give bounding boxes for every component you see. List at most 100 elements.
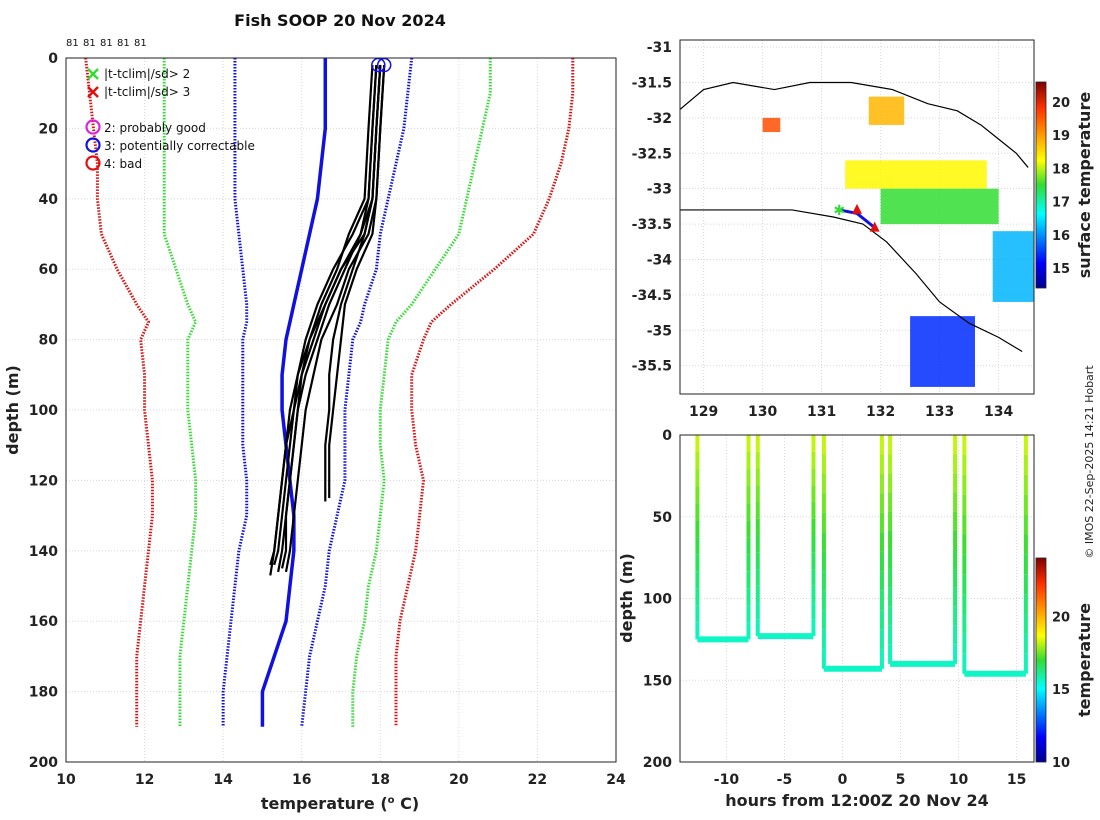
colorbar-tick-label: 17: [1052, 196, 1070, 211]
coastline: [680, 81, 1029, 353]
time-y-tick-label: 150: [643, 673, 672, 689]
legend-qc3-label: 3: potentially correctable: [104, 139, 255, 153]
y-tick-label: 160: [29, 614, 58, 630]
y-tick-label: 0: [48, 51, 58, 67]
time-x-tick-label: 5: [896, 772, 906, 788]
climatology-line: [394, 58, 575, 727]
magenta-circle-icon: [85, 119, 101, 135]
qc-flag-marker: [371, 57, 386, 73]
sst-patch: [910, 316, 975, 387]
profile-x-label: temperature (o C): [261, 794, 419, 813]
y-tick-label: 120: [29, 473, 58, 489]
map-lon-tick-label: 131: [807, 404, 836, 420]
map-lon-tick-label: 132: [866, 404, 895, 420]
colorbar-tick-label: 18: [1052, 162, 1070, 177]
observed-profile-line: [280, 64, 378, 569]
coastline-line: [680, 81, 1029, 168]
y-tick-label: 20: [39, 121, 59, 137]
temperature-colorbar-label: temperature: [1075, 603, 1094, 717]
sst-patch: [762, 117, 781, 133]
y-tick-label: 140: [29, 544, 58, 560]
x-tick-label: 16: [292, 772, 311, 788]
x-tick-label: 14: [213, 772, 233, 788]
x-tick-label: 18: [371, 772, 390, 788]
observed-profile-line: [269, 64, 382, 576]
legend-flag2-label: |t-tclim|/sd> 2: [104, 67, 190, 81]
sst-field: [762, 96, 1034, 387]
y-tick-label: 80: [39, 333, 59, 349]
y-tick-label: 200: [29, 755, 58, 771]
sst-patch: [992, 231, 1034, 302]
climatology-line: [260, 58, 328, 727]
count-label: 81: [100, 38, 113, 49]
observed-profile-line: [328, 64, 386, 498]
green-star-icon: ✱: [833, 203, 845, 219]
colorbar-tick-label: 15: [1052, 262, 1070, 277]
y-tick-label: 180: [29, 685, 58, 701]
colorbar-tick-label: 20: [1052, 96, 1070, 111]
x-tick-label: 12: [135, 772, 154, 788]
green-x-icon: [87, 68, 99, 80]
climatology-lines: [84, 57, 575, 727]
y-tick-label: 40: [39, 192, 59, 208]
time-x-label: hours from 12:00Z 20 Nov 24: [725, 791, 988, 810]
climatology-line: [300, 57, 414, 727]
surface-temp-colorbar-label: surface temperature: [1075, 92, 1094, 279]
count-label: 81: [134, 38, 147, 49]
map-lat-tick-label: -35.5: [632, 359, 672, 375]
legend-flag3-label: |t-tclim|/sd> 3: [104, 85, 190, 99]
time-panel: -10 -5 0 5 10 15 0 50 100 150 200 hours from 12:0…: [617, 428, 1094, 810]
map-lat-tick-label: -35: [647, 323, 672, 339]
y-tick-label: 100: [29, 403, 58, 419]
count-label: 81: [117, 38, 130, 49]
qc-markers: [371, 57, 392, 73]
sst-patch: [845, 160, 987, 189]
map-lat-tick-label: -32: [647, 111, 672, 127]
time-x-tick-label: 15: [1007, 772, 1026, 788]
climatology-line: [84, 57, 154, 727]
colorbar-tick-label: 19: [1052, 129, 1070, 144]
map-panel: ✱ 129 130 131 132 133 134 -31 -31.5 -32 -32.5 -33…: [632, 39, 1094, 420]
qc-flag-marker: [376, 57, 392, 73]
time-frame: [679, 434, 1035, 763]
profile-panel: 10 12 14 16 18 20 22 24 0 20 40 60 80 100 120 140 160 18…: [3, 51, 626, 813]
surface-temp-colorbar-ticks: 15 16 17 18 19 20: [1052, 96, 1070, 277]
time-x-tick-label: -5: [777, 772, 793, 788]
time-y-tick-label: 100: [643, 592, 672, 608]
surface-temp-colorbar: [1035, 81, 1047, 289]
sst-patch: [868, 96, 905, 125]
map-lat-tick-label: -34.5: [632, 288, 672, 304]
colorbar-tick-label: 15: [1052, 683, 1070, 698]
climatology-line: [162, 58, 198, 727]
observed-profiles: [269, 64, 386, 576]
red-circle-icon: [85, 155, 101, 171]
credit-text: © IMOS 22-Sep-2025 14:21 Hobart: [1083, 365, 1096, 559]
time-y-tick-label: 200: [643, 755, 672, 771]
map-lat-tick-label: -31: [647, 40, 672, 56]
x-tick-label: 24: [606, 772, 626, 788]
map-lon-tick-label: 133: [925, 404, 954, 420]
temperature-colorbar: [1035, 557, 1047, 763]
x-tick-label: 10: [56, 772, 76, 788]
legend-qc2-label: 2: probably good: [104, 121, 206, 135]
legend: |t-tclim|/sd> 2 |t-tclim|/sd> 3 2: proba…: [85, 67, 255, 171]
map-x-ticks: 129 130 131 132 133 134: [689, 404, 1013, 420]
time-y-ticks: 0 50 100 150 200: [643, 428, 672, 771]
count-label: 81: [66, 38, 79, 49]
x-tick-label: 22: [528, 772, 547, 788]
time-x-tick-label: 10: [949, 772, 969, 788]
profile-y-ticks: 0 20 40 60 80 100 120 140 160 180 200: [29, 51, 58, 771]
map-lon-tick-label: 129: [689, 404, 718, 420]
chart-title: Fish SOOP 20 Nov 2024: [234, 11, 446, 30]
coastline-line: [680, 209, 1023, 353]
time-x-ticks: -10 -5 0 5 10 15: [714, 772, 1027, 788]
map-frame: [679, 39, 1035, 395]
map-lat-tick-label: -31.5: [632, 75, 672, 91]
colorbar-tick-label: 10: [1052, 756, 1070, 771]
time-y-tick-label: 0: [662, 428, 672, 444]
legend-qc4-label: 4: bad: [104, 157, 142, 171]
time-y-tick-label: 50: [653, 510, 673, 526]
temperature-colorbar-ticks: 10 15 20: [1052, 610, 1070, 771]
count-label: 81: [83, 38, 96, 49]
